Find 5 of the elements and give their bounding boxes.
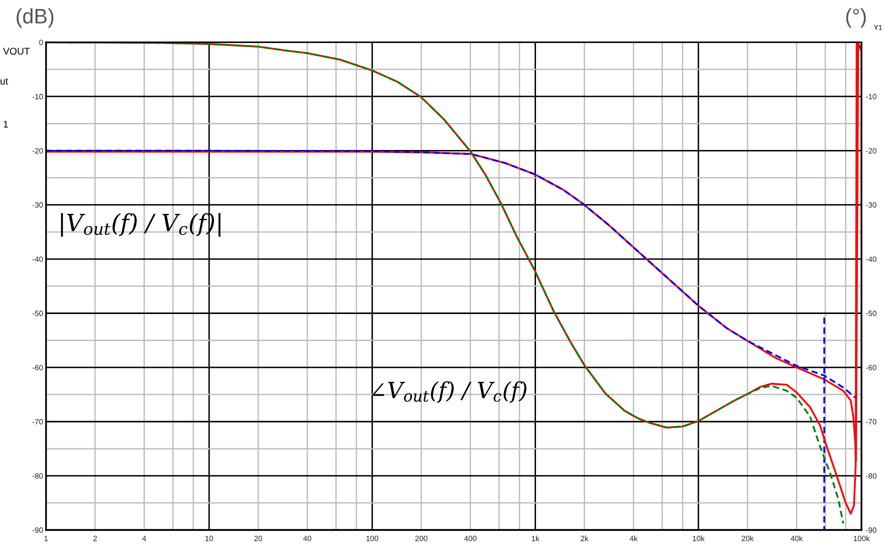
text: ut: [0, 78, 8, 85]
y-axis-title: (dB): [16, 8, 54, 28]
text: 1: [4, 120, 8, 128]
y2-axis-title: (°): [846, 8, 866, 28]
text: VOUT: [3, 48, 30, 55]
